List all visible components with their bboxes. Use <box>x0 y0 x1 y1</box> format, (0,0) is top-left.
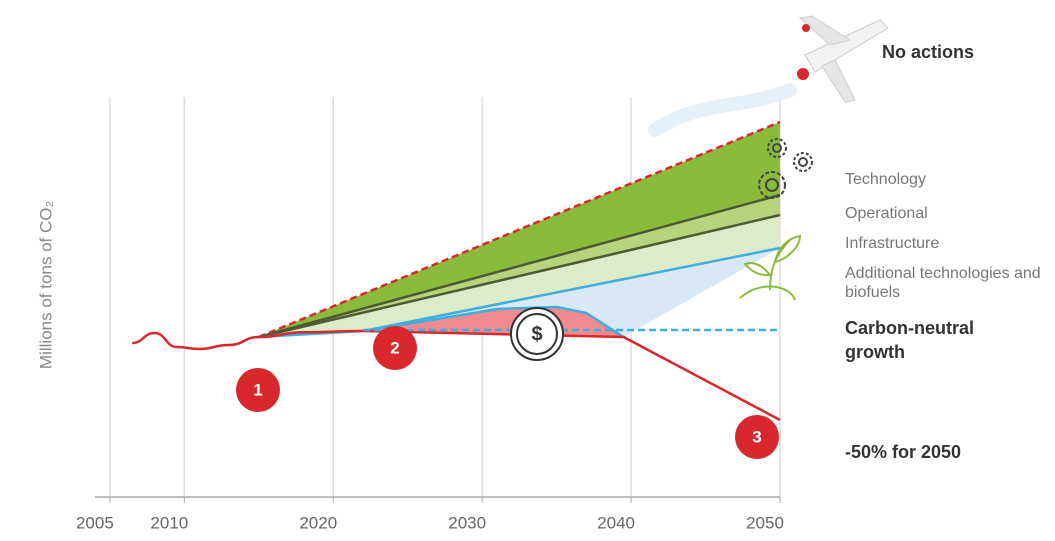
plot: 2005 2010 2020 2030 2040 2050 <box>76 97 784 532</box>
legend-label: Carbon-neutral growth <box>845 318 975 362</box>
airplane-icon <box>648 15 889 137</box>
x-tick-label: 2005 <box>76 513 114 532</box>
legend-label: Operational <box>845 205 928 222</box>
legend-label: Additional technologies and biofuels <box>845 265 1041 301</box>
x-tick-label: 2010 <box>150 513 188 532</box>
step-number: 1 <box>253 380 262 399</box>
x-tick-label: 2050 <box>746 513 784 532</box>
legend-label: Infrastructure <box>845 235 940 252</box>
legend-label: -50% for 2050 <box>845 442 962 462</box>
x-tick-label: 2020 <box>299 513 337 532</box>
series-line <box>258 120 781 339</box>
x-tick-label: 2040 <box>597 513 635 532</box>
x-tick-label: 2030 <box>448 513 486 532</box>
coin-symbol: $ <box>531 323 542 345</box>
coin-icon: $ <box>510 307 564 361</box>
step-marker: 2 <box>373 326 417 370</box>
gears-icon <box>758 138 813 199</box>
legend-label: Technology <box>845 171 926 188</box>
series-line <box>363 329 781 422</box>
series-line <box>258 213 781 339</box>
step-marker: 1 <box>236 368 280 412</box>
y-axis-label: Millions of tons of CO₂ <box>36 201 55 369</box>
step-number: 3 <box>752 427 761 446</box>
step-marker: 3 <box>735 415 779 459</box>
area-band <box>258 248 781 337</box>
series-line <box>362 305 625 339</box>
area-band <box>363 307 780 420</box>
series-line <box>258 193 781 339</box>
legend-label: No actions <box>882 42 975 62</box>
step-number: 2 <box>390 338 399 357</box>
history-line <box>132 329 364 351</box>
plant-icon <box>739 234 802 301</box>
